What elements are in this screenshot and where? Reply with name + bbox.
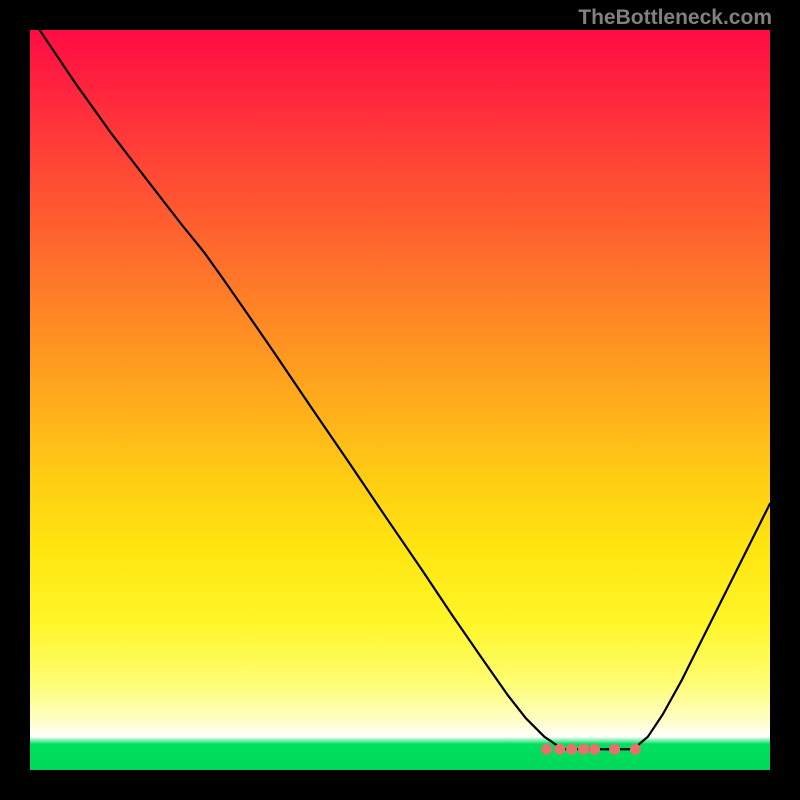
marker-dot (578, 744, 589, 755)
plot-area (30, 30, 770, 770)
watermark-text: TheBottleneck.com (578, 6, 772, 30)
marker-dot (541, 744, 552, 755)
marker-dot (566, 744, 577, 755)
chart-container: { "chart": { "type": "line", "canvas": {… (0, 0, 800, 800)
marker-dot (630, 744, 641, 755)
marker-dot (554, 744, 565, 755)
marker-dot (609, 744, 620, 755)
gradient-rect (30, 30, 770, 770)
marker-dot (589, 744, 600, 755)
plot-background (30, 30, 770, 770)
